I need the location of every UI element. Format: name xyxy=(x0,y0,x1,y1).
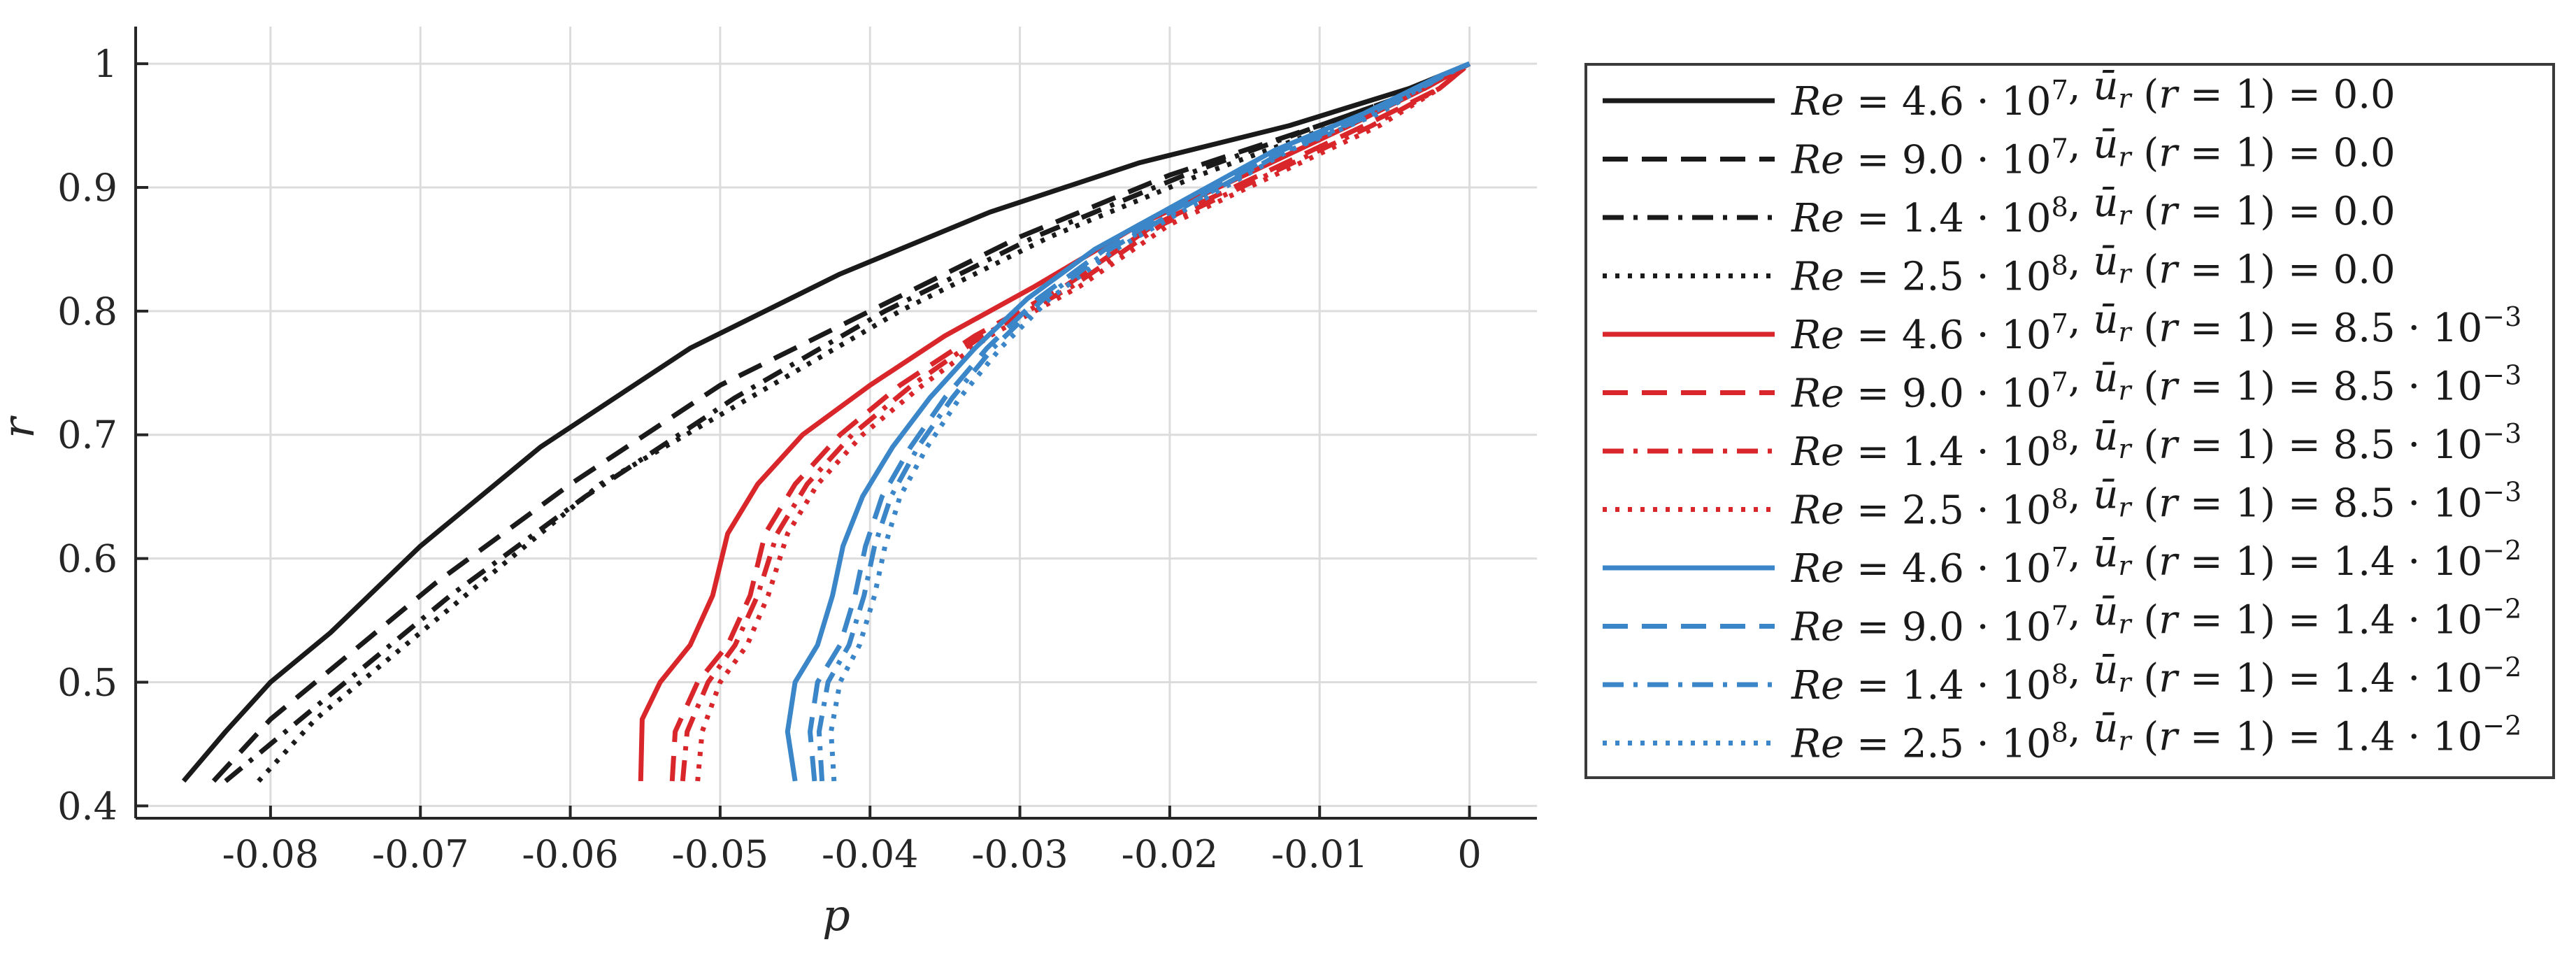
y-tick-label: 1 xyxy=(94,42,117,86)
series-line-7 xyxy=(680,62,1471,782)
y-tick-label: 0.5 xyxy=(57,660,117,704)
axes xyxy=(134,27,1537,820)
legend-label-7: Re = 1.4 · 108, ūr (r = 1) = 8.5 · 10−3 xyxy=(1791,414,2521,475)
y-tick-label: 0.8 xyxy=(57,290,117,334)
y-tick-label: 0.9 xyxy=(57,166,117,210)
y-tick-label: 0.6 xyxy=(57,537,117,581)
y-tick-label: 0.4 xyxy=(57,784,117,828)
x-tick-label: -0.02 xyxy=(1122,832,1218,876)
legend-label-10: Re = 9.0 · 107, ūr (r = 1) = 1.4 · 10−2 xyxy=(1791,590,2521,650)
series-line-6 xyxy=(669,62,1471,782)
x-tick-label: -0.07 xyxy=(372,832,468,876)
series-line-2 xyxy=(211,62,1471,783)
legend-label-3: Re = 1.4 · 108, ūr (r = 1) = 0.0 xyxy=(1791,180,2396,241)
x-tick-label: -0.06 xyxy=(522,832,618,876)
legend-box xyxy=(1584,63,2555,779)
grid-lines xyxy=(136,27,1537,818)
legend-label-5: Re = 4.6 · 107, ūr (r = 1) = 8.5 · 10−3 xyxy=(1791,297,2521,358)
x-tick-label: 0 xyxy=(1457,832,1481,876)
series-line-11 xyxy=(816,61,1471,782)
legend-label-2: Re = 9.0 · 107, ūr (r = 1) = 0.0 xyxy=(1791,122,2396,183)
x-tick-label: -0.03 xyxy=(971,832,1068,876)
tick-labels: -0.08 -0.07 -0.06 -0.05 -0.04 -0.03 -0.02 -0.01… xyxy=(57,42,1482,876)
series-line-1 xyxy=(181,61,1471,783)
x-tick-label: -0.01 xyxy=(1271,832,1368,876)
y-tick-label: 0.7 xyxy=(57,413,117,457)
legend: Re = 4.6 · 107, ūr (r = 1) = 0.0Re = 9.0… xyxy=(1584,63,2555,779)
x-tick-label: -0.04 xyxy=(822,832,918,876)
series-line-8 xyxy=(695,62,1471,782)
series-line-9 xyxy=(785,61,1471,782)
series-line-5 xyxy=(638,62,1471,781)
y-axis-label: r xyxy=(0,415,44,438)
x-tick-label: -0.08 xyxy=(222,832,319,876)
x-tick-label: -0.05 xyxy=(672,832,768,876)
x-axis-label: p xyxy=(822,890,850,941)
series-line-12 xyxy=(829,61,1471,782)
legend-label-9: Re = 4.6 · 107, ūr (r = 1) = 1.4 · 10−2 xyxy=(1791,531,2521,592)
series-line-3 xyxy=(224,62,1471,783)
legend-label-8: Re = 2.5 · 108, ūr (r = 1) = 8.5 · 10−3 xyxy=(1791,473,2521,534)
series-line-4 xyxy=(257,62,1471,783)
legend-label-6: Re = 9.0 · 107, ūr (r = 1) = 8.5 · 10−3 xyxy=(1791,356,2521,417)
legend-label-11: Re = 1.4 · 108, ūr (r = 1) = 1.4 · 10−2 xyxy=(1791,648,2521,708)
legend-label-4: Re = 2.5 · 108, ūr (r = 1) = 0.0 xyxy=(1791,239,2396,300)
legend-label-12: Re = 2.5 · 108, ūr (r = 1) = 1.4 · 10−2 xyxy=(1791,706,2521,767)
legend-label-1: Re = 4.6 · 107, ūr (r = 1) = 0.0 xyxy=(1791,64,2396,124)
data-curves xyxy=(181,61,1471,783)
